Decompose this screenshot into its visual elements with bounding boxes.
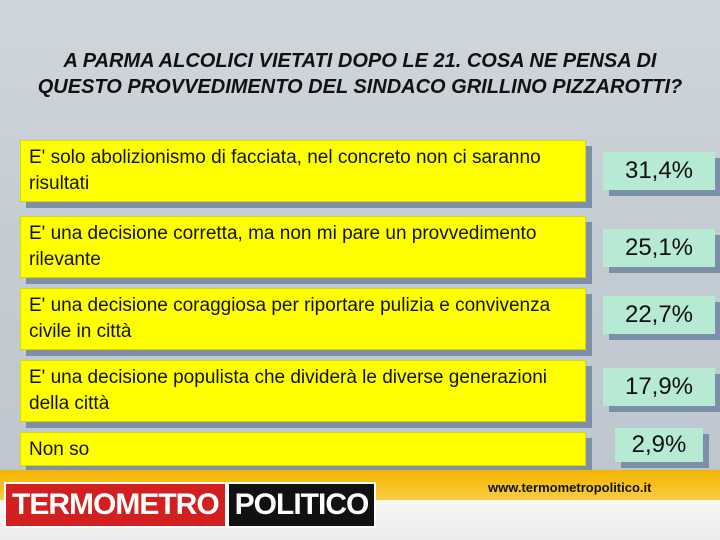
answer-percentage: 22,7% — [603, 296, 715, 334]
answer-percentage: 31,4% — [603, 152, 715, 190]
poll-question-title: A PARMA ALCOLICI VIETATI DOPO LE 21. COS… — [37, 50, 683, 98]
answer-option: E' una decisione populista che dividerà … — [20, 360, 586, 422]
logo-part-black: POLITICO — [226, 482, 377, 528]
answer-percentage: 25,1% — [603, 229, 715, 267]
answer-option: E' una decisione corretta, ma non mi par… — [20, 216, 586, 278]
termometro-politico-logo: TERMOMETRO POLITICO — [4, 482, 377, 528]
answer-percentage: 2,9% — [615, 428, 703, 462]
answer-option: E' una decisione coraggiosa per riportar… — [20, 288, 586, 350]
answer-percentage: 17,9% — [603, 368, 715, 406]
answer-option: Non so — [20, 432, 586, 466]
logo-part-red: TERMOMETRO — [4, 482, 227, 528]
answer-option: E' solo abolizionismo di facciata, nel c… — [20, 140, 586, 202]
website-url[interactable]: www.termometropolitico.it — [488, 480, 652, 495]
